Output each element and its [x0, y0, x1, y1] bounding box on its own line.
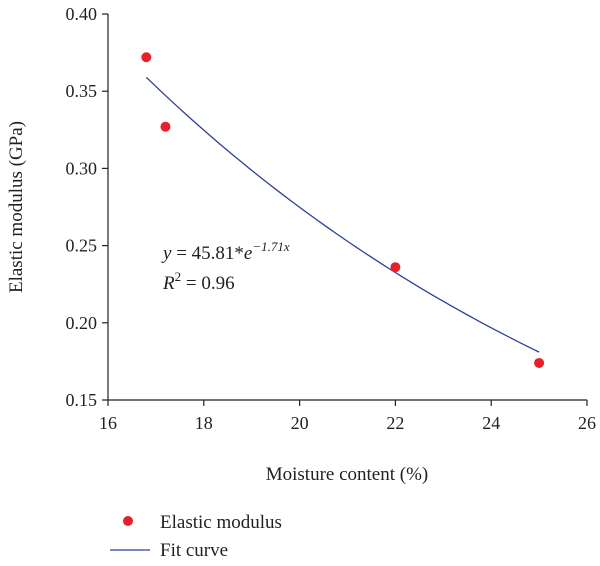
plot-area	[107, 14, 587, 401]
x-axis-ticks: 16 18 20 22 24 26	[99, 400, 596, 433]
y-tick-label: 0.20	[66, 313, 98, 333]
legend-label-fit-curve: Fit curve	[160, 540, 228, 561]
equation-coefficient: = 45.81*	[171, 243, 243, 264]
equation-exponent: −1.71x	[252, 239, 290, 254]
data-point	[160, 121, 171, 132]
y-tick-label: 0.30	[66, 158, 98, 178]
legend-marker-elastic-modulus	[123, 516, 133, 526]
data-point	[141, 52, 152, 63]
legend-label-elastic-modulus: Elastic modulus	[160, 512, 282, 533]
x-axis-label: Moisture content (%)	[266, 464, 429, 485]
y-axis-ticks: 0.15 0.20 0.25 0.30 0.35 0.40	[66, 4, 108, 410]
r-squared-label: R2 = 0.96	[162, 269, 235, 294]
x-tick-label: 16	[99, 413, 117, 433]
y-tick-label: 0.15	[66, 390, 98, 410]
x-tick-label: 20	[291, 413, 309, 433]
y-tick-label: 0.40	[66, 4, 98, 24]
x-tick-label: 26	[578, 413, 596, 433]
y-tick-label: 0.25	[66, 236, 98, 256]
y-tick-label: 0.35	[66, 81, 98, 101]
data-points	[141, 52, 545, 368]
data-point	[390, 262, 401, 273]
r-squared-power: 2	[175, 269, 182, 284]
equation-y-variable: y	[161, 243, 172, 264]
fit-curve-line	[145, 76, 540, 353]
x-tick-label: 18	[195, 413, 213, 433]
x-tick-label: 22	[386, 413, 404, 433]
x-tick-label: 24	[482, 413, 500, 433]
r-squared-r: R	[162, 273, 175, 294]
legend: Elastic modulus Fit curve	[110, 512, 282, 561]
fit-equation: y = 45.81*e−1.71x	[161, 239, 290, 264]
r-squared-value: = 0.96	[181, 273, 234, 294]
data-point	[534, 357, 545, 368]
y-axis-label: Elastic modulus (GPa)	[6, 121, 27, 293]
equation-base: e	[244, 243, 252, 264]
